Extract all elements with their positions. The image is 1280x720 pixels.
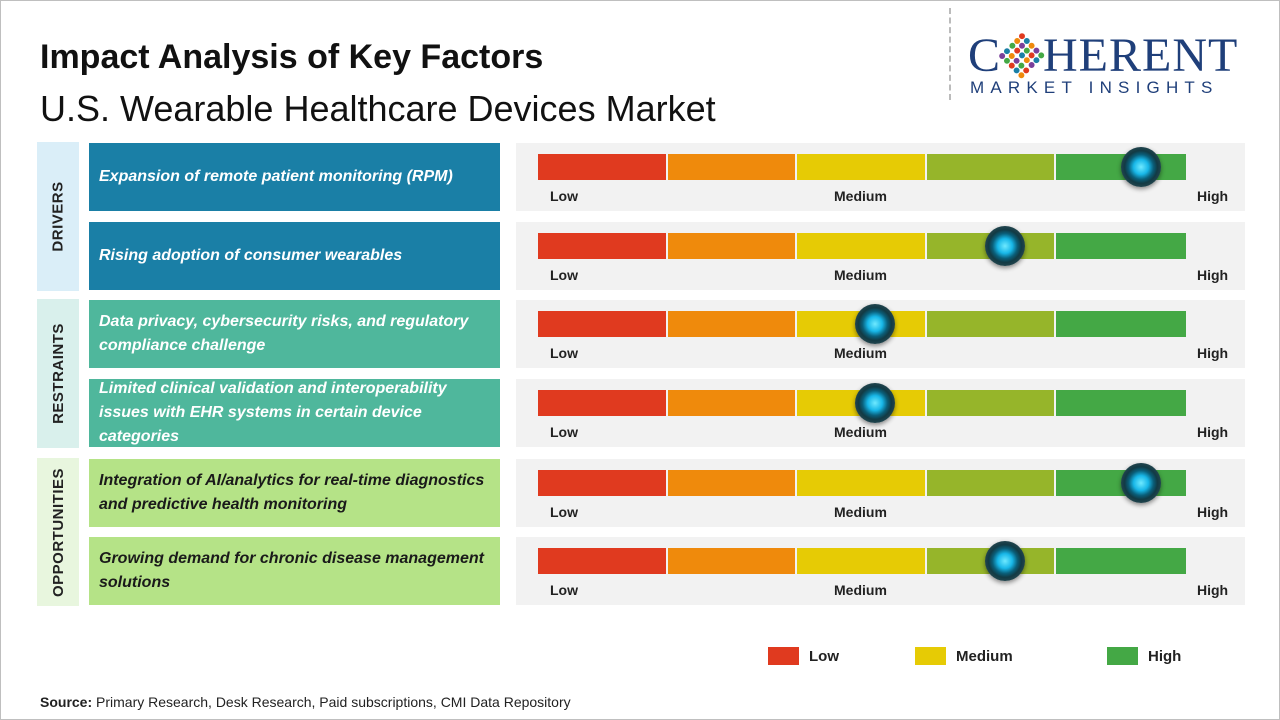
scale-label-medium: Medium — [834, 345, 887, 361]
legend-label: High — [1148, 647, 1182, 665]
gauge-segment — [667, 154, 796, 180]
scale-label-medium: Medium — [834, 582, 887, 598]
factor-label: Integration of AI/analytics for real-tim… — [89, 459, 500, 527]
gauge-segment — [667, 548, 796, 574]
source-text: Primary Research, Desk Research, Paid su… — [92, 694, 571, 710]
legend-item: High — [1107, 647, 1181, 665]
factor-label: Data privacy, cybersecurity risks, and r… — [89, 300, 500, 368]
category-label: DRIVERS — [49, 181, 67, 252]
company-logo: C HERENT MARKET INSIGHTS — [968, 30, 1263, 100]
legend-label: Low — [809, 647, 839, 665]
gauge-segment — [926, 390, 1055, 416]
scale-label-low: Low — [550, 345, 578, 361]
gauge-segment — [667, 233, 796, 259]
scale-label-low: Low — [550, 424, 578, 440]
impact-marker — [984, 226, 1025, 266]
gauge-segment — [797, 233, 925, 259]
impact-marker — [854, 304, 895, 344]
impact-marker — [1120, 147, 1161, 187]
legend-swatch — [1107, 647, 1138, 665]
factor-label: Rising adoption of consumer wearables — [89, 222, 500, 290]
scale-label-low: Low — [550, 188, 578, 204]
scale-label-high: High — [1197, 267, 1229, 283]
category-label: RESTRAINTS — [49, 323, 67, 424]
gauge-segment — [538, 154, 666, 180]
source-label: Source: — [40, 694, 93, 710]
legend-label: Medium — [956, 647, 1013, 665]
impact-gauge: Low Medium High — [516, 459, 1245, 527]
gauge-segment — [667, 390, 796, 416]
gauge-segment — [926, 154, 1055, 180]
scale-label-medium: Medium — [834, 504, 887, 520]
gauge-segment — [926, 311, 1055, 337]
impact-marker — [854, 383, 895, 423]
gauge-segment — [797, 470, 925, 496]
logo-tagline: MARKET INSIGHTS — [970, 78, 1219, 97]
scale-label-medium: Medium — [834, 424, 887, 440]
category-drivers: DRIVERS — [37, 142, 79, 291]
factor-label: Limited clinical validation and interope… — [89, 379, 500, 447]
scale-label-high: High — [1197, 582, 1229, 598]
source-note: Source: Primary Research, Desk Research,… — [40, 694, 571, 710]
scale-label-low: Low — [550, 267, 578, 283]
gauge-segment — [797, 548, 925, 574]
legend-item: Low — [768, 647, 839, 665]
chart-subtitle: U.S. Wearable Healthcare Devices Market — [40, 88, 716, 129]
gauge-segment — [538, 548, 666, 574]
scale-label-high: High — [1197, 424, 1229, 440]
gauge-segment — [538, 470, 666, 496]
impact-gauge: Low Medium High — [516, 222, 1245, 290]
logo-letter-c: C — [968, 29, 1002, 82]
scale-label-high: High — [1197, 188, 1229, 204]
logo-letters: HERENT — [1043, 29, 1239, 82]
legend-item: Medium — [915, 647, 1013, 665]
gauge-segment — [797, 154, 925, 180]
factor-label: Growing demand for chronic disease manag… — [89, 537, 500, 605]
legend-swatch — [768, 647, 799, 665]
logo-wordmark: C HERENT — [968, 30, 1238, 82]
gauge-segment — [538, 390, 666, 416]
gauge-segment — [1056, 233, 1186, 259]
impact-marker — [984, 541, 1025, 581]
logo-dots-icon — [998, 31, 1046, 80]
gauge-segment — [538, 233, 666, 259]
scale-label-high: High — [1197, 504, 1229, 520]
factor-label: Expansion of remote patient monitoring (… — [89, 143, 500, 211]
gauge-segment — [926, 470, 1055, 496]
category-restraints: RESTRAINTS — [37, 299, 79, 448]
scale-label-low: Low — [550, 504, 578, 520]
gauge-segment — [1056, 390, 1186, 416]
scale-label-low: Low — [550, 582, 578, 598]
gauge-segment — [667, 311, 796, 337]
impact-gauge: Low Medium High — [516, 379, 1245, 447]
category-label: OPPORTUNITIES — [49, 467, 67, 597]
gauge-segment — [1056, 311, 1186, 337]
scale-label-medium: Medium — [834, 188, 887, 204]
legend-swatch — [915, 647, 946, 665]
impact-gauge: Low Medium High — [516, 143, 1245, 211]
category-opportunities: OPPORTUNITIES — [37, 458, 79, 606]
gauge-segment — [1056, 548, 1186, 574]
impact-gauge: Low Medium High — [516, 300, 1245, 368]
logo-divider — [949, 8, 951, 100]
gauge-segment — [538, 311, 666, 337]
scale-label-medium: Medium — [834, 267, 887, 283]
impact-marker — [1120, 463, 1161, 503]
gauge-segment — [667, 470, 796, 496]
chart-title: Impact Analysis of Key Factors — [40, 38, 544, 76]
impact-gauge: Low Medium High — [516, 537, 1245, 605]
scale-label-high: High — [1197, 345, 1229, 361]
